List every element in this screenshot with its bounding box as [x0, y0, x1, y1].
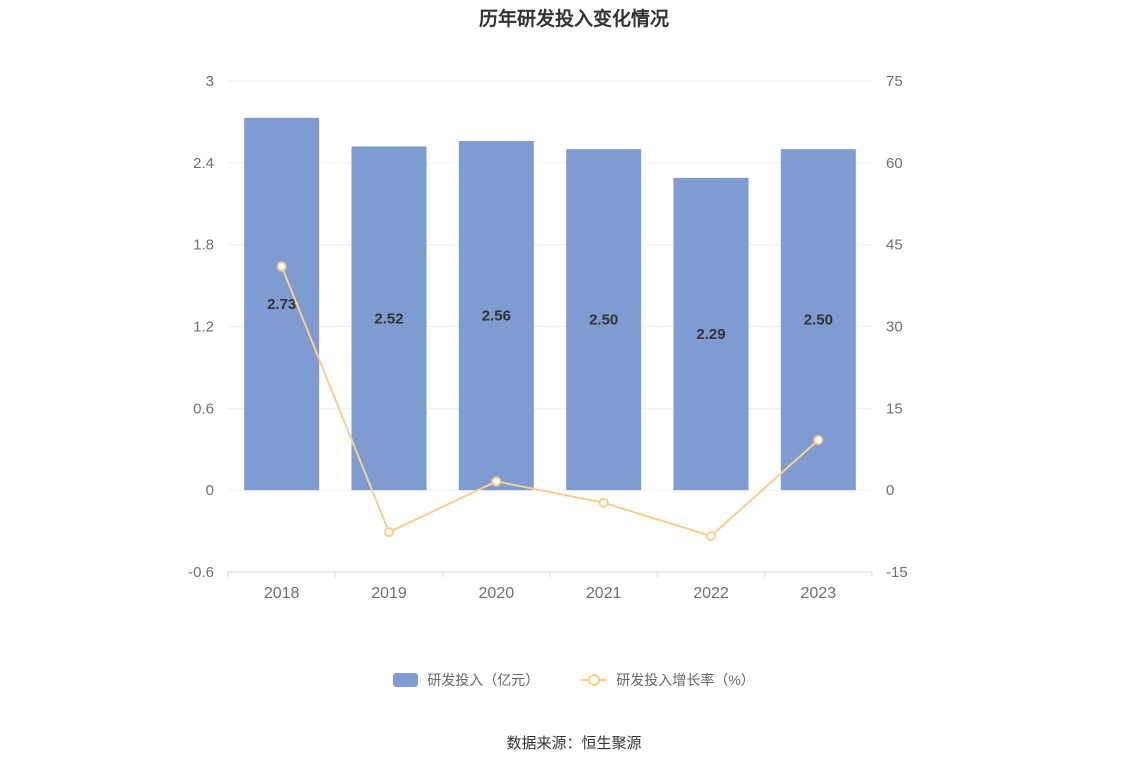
legend-item-line[interactable]: 研发投入增长率（%）	[581, 670, 755, 690]
x-axis-category-label-2020: 2020	[479, 585, 515, 602]
x-axis-category-label-2023: 2023	[801, 585, 837, 602]
bar-2019[interactable]	[351, 146, 427, 491]
line-marker-icon	[588, 674, 601, 686]
bar-series-swatch-icon	[393, 673, 419, 687]
chart-title: 历年研发投入变化情况	[478, 9, 669, 30]
bar-2023[interactable]	[780, 149, 856, 491]
line-point-2023[interactable]	[813, 434, 824, 445]
legend-label-line: 研发投入增长率（%）	[616, 672, 755, 688]
right-axis-tick-label: 45	[886, 237, 903, 254]
bar-value-label-2022: 2.29	[696, 326, 725, 343]
right-axis-tick-label: -15	[886, 564, 908, 581]
bar-value-label-2018: 2.73	[267, 296, 296, 313]
data-source: 数据来源：恒生聚源	[506, 735, 642, 752]
line-series-swatch-icon	[581, 673, 608, 687]
x-axis-category-label-2021: 2021	[586, 585, 622, 602]
line-point-2019[interactable]	[384, 527, 394, 538]
x-axis-category-label-2018: 2018	[264, 585, 300, 602]
left-axis-tick-label: 1.2	[193, 319, 214, 336]
left-axis-tick-label: 1.8	[193, 237, 214, 254]
bar-value-label-2023: 2.50	[804, 312, 833, 329]
right-axis-tick-label: 75	[886, 73, 903, 90]
right-axis-tick-label: 15	[886, 400, 903, 417]
bar-2020[interactable]	[458, 141, 534, 491]
line-point-2022[interactable]	[706, 530, 716, 541]
bar-2021[interactable]	[566, 149, 642, 491]
left-axis-tick-label: -0.6	[188, 564, 214, 581]
bar-value-label-2019: 2.52	[374, 310, 403, 327]
legend: 研发投入（亿元） 研发投入增长率（%）	[0, 670, 1148, 690]
right-axis-tick-label: 0	[886, 482, 894, 499]
x-axis-category-label-2022: 2022	[693, 585, 729, 602]
x-axis-category-label-2019: 2019	[371, 585, 407, 602]
line-point-2021[interactable]	[598, 497, 609, 508]
left-axis-tick-label: 0.6	[193, 400, 214, 417]
right-axis-tick-label: 30	[886, 319, 903, 336]
left-axis-tick-label: 3	[206, 73, 214, 90]
line-point-2020[interactable]	[491, 476, 502, 487]
line-point-2018[interactable]	[276, 261, 287, 272]
right-axis-tick-label: 60	[886, 155, 903, 172]
growth-rate-line	[280, 265, 820, 537]
bar-2018[interactable]	[244, 117, 320, 491]
bar-value-label-2020: 2.56	[482, 308, 511, 325]
legend-label-bar: 研发投入（亿元）	[427, 672, 540, 688]
left-axis-tick-label: 2.4	[193, 155, 214, 172]
legend-item-bar[interactable]: 研发投入（亿元）	[393, 670, 539, 690]
bar-2022[interactable]	[673, 177, 749, 491]
bar-value-label-2021: 2.50	[589, 312, 618, 329]
left-axis-tick-label: 0	[206, 482, 214, 499]
